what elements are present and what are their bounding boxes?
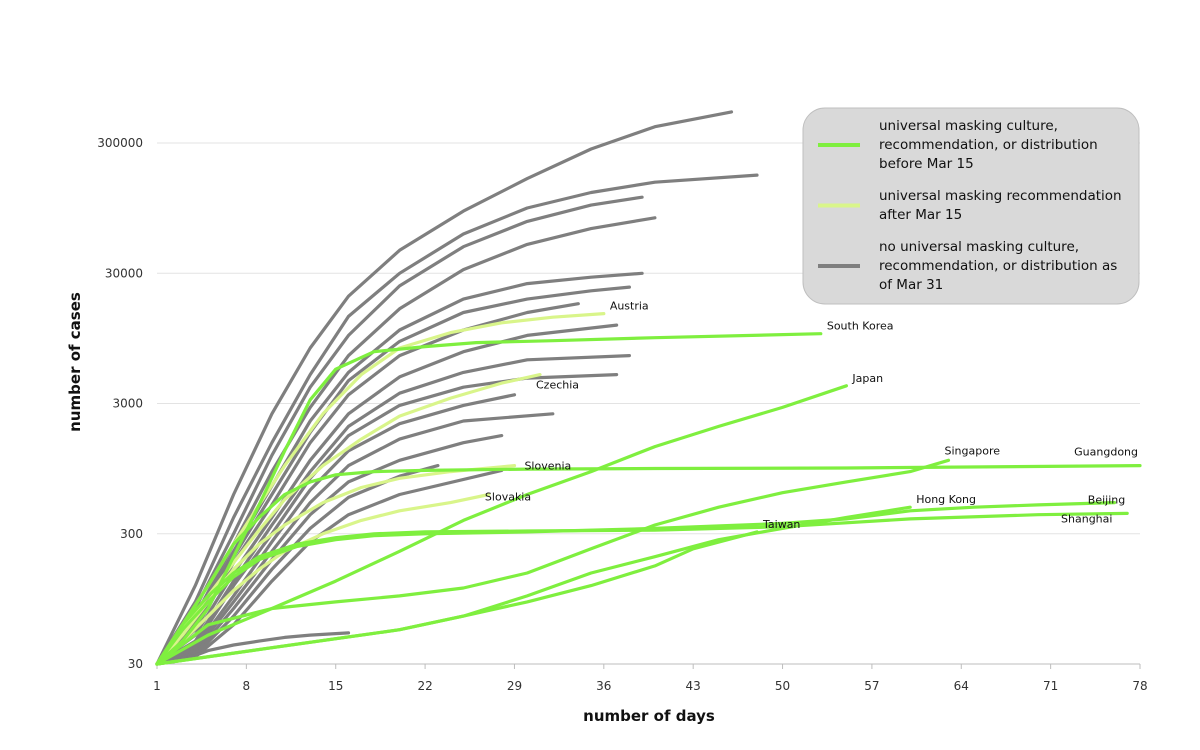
series-no-masking-22 bbox=[155, 393, 517, 666]
x-tick-label-15: 15 bbox=[328, 679, 343, 693]
series-no-masking-13 bbox=[155, 173, 759, 666]
legend-text-0-0: universal masking culture, bbox=[879, 118, 1058, 134]
series-no-masking-21 bbox=[155, 373, 619, 666]
x-tick-label-50: 50 bbox=[775, 679, 790, 693]
series-guangdong bbox=[155, 464, 1142, 666]
x-tick-label-43: 43 bbox=[686, 679, 701, 693]
label-guangdong: Guangdong bbox=[1074, 446, 1138, 459]
series-shanghai bbox=[155, 501, 1117, 666]
series-no-masking-24 bbox=[155, 434, 504, 666]
x-tick-label-64: 64 bbox=[954, 679, 969, 693]
label-shanghai: Shanghai bbox=[1061, 513, 1112, 526]
x-tick-labels: 1 8 15 22 29 36 43 50 57 64 71 78 bbox=[153, 664, 1148, 693]
legend-text-2-0: no universal masking culture, bbox=[879, 239, 1079, 255]
x-tick-label-36: 36 bbox=[596, 679, 611, 693]
y-tick-label-3000: 3000 bbox=[112, 397, 143, 411]
legend-text-1-1: after Mar 15 bbox=[879, 207, 962, 223]
series-lines bbox=[155, 110, 1142, 666]
y-tick-labels: 30 300 3000 30000 300000 bbox=[97, 136, 143, 671]
label-austria: Austria bbox=[610, 300, 649, 313]
series-singapore bbox=[155, 458, 951, 666]
y-tick-label-30000: 30000 bbox=[105, 266, 143, 280]
legend-text-0-2: before Mar 15 bbox=[879, 156, 974, 172]
x-tick-label-71: 71 bbox=[1043, 679, 1058, 693]
label-taiwan: Taiwan bbox=[762, 518, 800, 531]
legend-text-0-1: recommendation, or distribution bbox=[879, 137, 1098, 153]
legend: universal masking culture, recommendation… bbox=[802, 107, 1140, 305]
x-tick-label-1: 1 bbox=[153, 679, 161, 693]
x-tick-label-22: 22 bbox=[417, 679, 432, 693]
legend-text-2-1: recommendation, or distribution as bbox=[879, 258, 1117, 274]
series-no-masking-15 bbox=[155, 216, 657, 666]
legend-text-1-0: universal masking recommendation bbox=[879, 188, 1122, 204]
y-tick-label-30: 30 bbox=[128, 657, 143, 671]
x-tick-label-57: 57 bbox=[864, 679, 879, 693]
y-axis-title: number of cases bbox=[66, 292, 84, 432]
series-no-masking-14 bbox=[155, 195, 644, 666]
label-slovakia: Slovakia bbox=[485, 491, 531, 504]
series-beijing bbox=[155, 511, 1129, 666]
label-beijing: Beijing bbox=[1088, 493, 1125, 506]
legend-text-2-2: of Mar 31 bbox=[879, 277, 943, 293]
label-singapore: Singapore bbox=[945, 444, 1001, 457]
label-japan: Japan bbox=[851, 372, 883, 385]
label-south-korea: South Korea bbox=[827, 320, 894, 333]
y-tick-label-300000: 300000 bbox=[97, 136, 143, 150]
label-slovenia: Slovenia bbox=[524, 460, 571, 473]
series-taiwan bbox=[155, 530, 759, 666]
legend-items: universal masking culture, recommendation… bbox=[818, 118, 1122, 293]
x-tick-label-8: 8 bbox=[243, 679, 251, 693]
x-tick-label-78: 78 bbox=[1132, 679, 1147, 693]
label-hong-kong: Hong Kong bbox=[916, 493, 976, 506]
label-czechia: Czechia bbox=[536, 379, 579, 392]
x-axis-title: number of days bbox=[583, 707, 715, 725]
x-tick-label-29: 29 bbox=[507, 679, 522, 693]
legend-box bbox=[802, 107, 1140, 305]
series-japan bbox=[155, 384, 848, 666]
series-labels: Austria Czechia Slovenia Slovakia South Kore… bbox=[485, 300, 1138, 531]
series-no-masking-16 bbox=[155, 271, 644, 666]
y-tick-label-300: 300 bbox=[120, 527, 143, 541]
series-no-masking-12 bbox=[155, 110, 734, 666]
